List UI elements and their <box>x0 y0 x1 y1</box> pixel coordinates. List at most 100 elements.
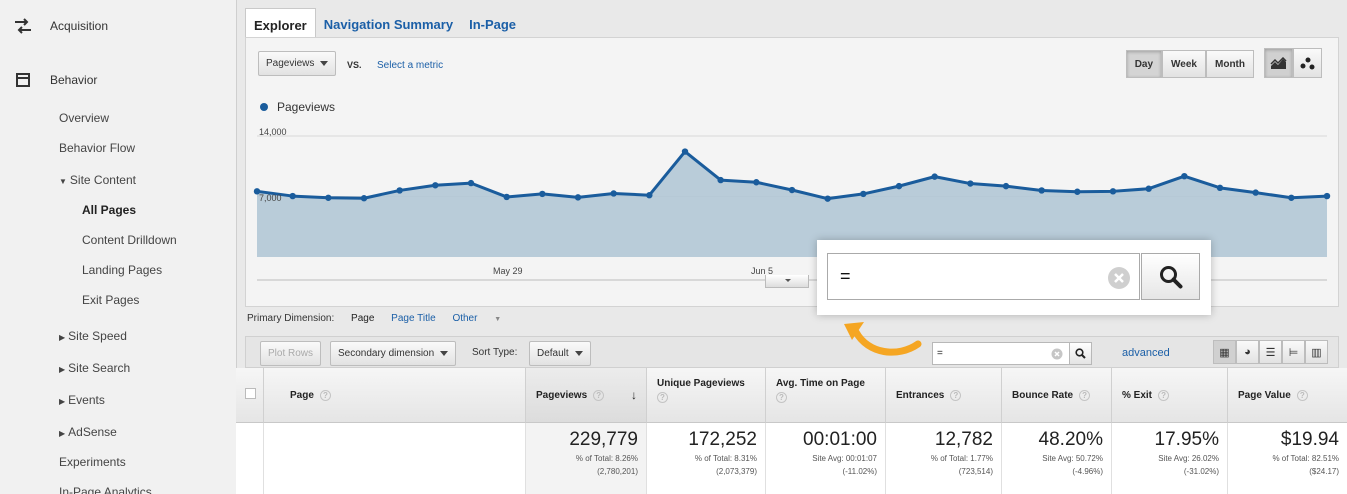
chart-collapse-handle[interactable] <box>765 275 809 288</box>
metric-dropdown-label: Pageviews <box>266 58 315 69</box>
total-value: 17.95% <box>1154 429 1219 450</box>
data-point <box>289 192 296 200</box>
table-filter[interactable]: = <box>932 342 1092 365</box>
plot-rows-button[interactable]: Plot Rows <box>260 341 322 366</box>
data-point <box>931 173 938 180</box>
help-icon[interactable]: ? <box>950 390 962 401</box>
secondary-dimension-dropdown[interactable]: Secondary dimension <box>330 341 457 366</box>
help-icon[interactable]: ? <box>657 392 668 403</box>
dimension-other[interactable]: Other ▼ <box>452 313 515 324</box>
column-header-page-value[interactable]: Page Value? <box>1228 368 1347 423</box>
sidebar-item-behavior-flow[interactable]: Behavior Flow <box>59 141 136 155</box>
help-icon[interactable]: ? <box>1079 390 1091 401</box>
sidebar-item-acquisition[interactable]: Acquisition <box>0 17 108 35</box>
column-header-page[interactable]: Page? <box>264 368 526 423</box>
help-icon[interactable]: ? <box>776 392 787 403</box>
zoomed-filter-input[interactable]: = <box>827 253 1140 300</box>
sidebar-item-all-pages[interactable]: All Pages <box>82 203 137 217</box>
tab-in-page[interactable]: In-Page <box>469 17 517 32</box>
sort-descending-icon: ↓ <box>631 388 637 402</box>
select-metric-link[interactable]: Select a metric <box>377 60 444 71</box>
chevron-down-icon <box>320 61 329 66</box>
x-tick-label: May 29 <box>493 266 523 276</box>
performance-view-button[interactable]: ☰ <box>1259 340 1282 364</box>
sidebar-item-behavior[interactable]: Behavior <box>0 71 97 89</box>
sidebar-item-label: Events <box>68 393 105 407</box>
pie-chart-view-button[interactable]: ◕ <box>1236 340 1259 364</box>
column-header-bounce-rate[interactable]: Bounce Rate? <box>1002 368 1112 423</box>
data-point <box>1109 188 1117 195</box>
advanced-filter-link[interactable]: advanced <box>1122 347 1170 359</box>
column-header-unique-pageviews[interactable]: Unique Pageviews? <box>647 368 766 423</box>
total-value: 172,252 <box>688 429 757 450</box>
total-reference: (723,514) <box>958 467 993 476</box>
search-icon <box>1159 265 1182 288</box>
help-icon[interactable]: ? <box>1296 390 1308 401</box>
total-value: $19.94 <box>1280 429 1339 450</box>
total-reference: (-11.02%) <box>842 467 877 476</box>
month-button[interactable]: Month <box>1206 50 1254 78</box>
sidebar-item-label: AdSense <box>68 425 117 439</box>
day-button[interactable]: Day <box>1125 50 1163 78</box>
column-header-exit[interactable]: % Exit? <box>1112 368 1228 423</box>
comparison-view-button[interactable]: ⊨ <box>1282 340 1305 364</box>
clear-icon[interactable] <box>1051 348 1063 360</box>
sidebar-item-landing-pages[interactable]: Landing Pages <box>82 263 163 277</box>
select-all-checkbox[interactable] <box>245 388 256 399</box>
motion-chart-button[interactable] <box>1293 48 1322 78</box>
sidebar-item-in-page-analytics[interactable]: In-Page Analytics <box>59 485 152 494</box>
sidebar-item-exit-pages[interactable]: Exit Pages <box>82 293 140 307</box>
totals-page-cell <box>264 423 526 494</box>
search-button[interactable] <box>1069 343 1091 364</box>
week-button[interactable]: Week <box>1162 50 1206 78</box>
sidebar-item-site-speed[interactable]: ▶ Site Speed <box>59 329 127 343</box>
column-header-pageviews[interactable]: Pageviews? ↓ <box>526 368 647 423</box>
metric-dropdown[interactable]: Pageviews <box>258 51 337 76</box>
total-reference: (2,073,379) <box>716 467 757 476</box>
expanded-triangle-icon: ▼ <box>59 177 67 186</box>
column-header-entrances[interactable]: Entrances? <box>886 368 1002 423</box>
data-table-view-button[interactable]: ▦ <box>1213 340 1236 364</box>
help-icon[interactable]: ? <box>319 390 331 401</box>
help-icon[interactable]: ? <box>593 390 605 401</box>
data-point <box>1145 185 1152 192</box>
line-chart-button[interactable] <box>1264 48 1293 78</box>
dimension-page-title[interactable]: Page Title <box>391 313 436 324</box>
filter-input[interactable]: = <box>937 348 943 359</box>
total-reference: ($24.17) <box>1309 467 1339 476</box>
column-header-label: Bounce Rate <box>1012 390 1074 402</box>
tab-explorer[interactable]: Explorer <box>245 8 316 38</box>
sidebar-item-overview[interactable]: Overview <box>59 111 110 125</box>
zoomed-search-button[interactable] <box>1141 253 1200 300</box>
performance-icon: ☰ <box>1265 346 1276 359</box>
column-header-label: % Exit <box>1122 390 1153 402</box>
data-point <box>753 179 760 186</box>
sidebar-item-content-drilldown[interactable]: Content Drilldown <box>82 233 177 247</box>
column-header-label: Entrances <box>896 390 945 402</box>
total-percent: % of Total: 82.51% <box>1272 454 1339 463</box>
column-header-label: Avg. Time on Page <box>776 378 865 389</box>
sidebar-item-site-search[interactable]: ▶ Site Search <box>59 361 130 375</box>
acquisition-icon <box>14 17 32 35</box>
sidebar-item-experiments[interactable]: Experiments <box>59 455 126 469</box>
clear-icon[interactable] <box>1107 266 1131 290</box>
totals-avg-time-on-page: 00:01:00 Site Avg: 00:01:07 (-11.02%) <box>766 423 886 494</box>
data-point <box>325 194 332 201</box>
sidebar-item-site-content[interactable]: ▼ Site Content <box>59 173 136 187</box>
sidebar-item-events[interactable]: ▶ Events <box>59 393 105 407</box>
total-reference: (-31.02%) <box>1183 467 1219 476</box>
help-icon[interactable]: ? <box>1158 390 1170 401</box>
y-tick-label: 7,000 <box>259 193 282 203</box>
data-point <box>967 180 974 187</box>
collapsed-triangle-icon: ▶ <box>59 365 66 374</box>
totals-bounce-rate: 48.20% Site Avg: 50.72% (-4.96%) <box>1002 423 1112 494</box>
pivot-view-button[interactable]: ▥ <box>1305 340 1328 364</box>
column-header-avg-time-on-page[interactable]: Avg. Time on Page? <box>766 368 886 423</box>
total-percent: Site Avg: 26.02% <box>1158 454 1219 463</box>
dimension-page[interactable]: Page <box>351 313 375 324</box>
data-point <box>1181 172 1188 180</box>
sort-type-dropdown[interactable]: Default <box>529 341 591 366</box>
chevron-down-icon <box>440 351 449 356</box>
tab-navigation-summary[interactable]: Navigation Summary <box>323 17 454 32</box>
sidebar-item-adsense[interactable]: ▶ AdSense <box>59 425 117 439</box>
